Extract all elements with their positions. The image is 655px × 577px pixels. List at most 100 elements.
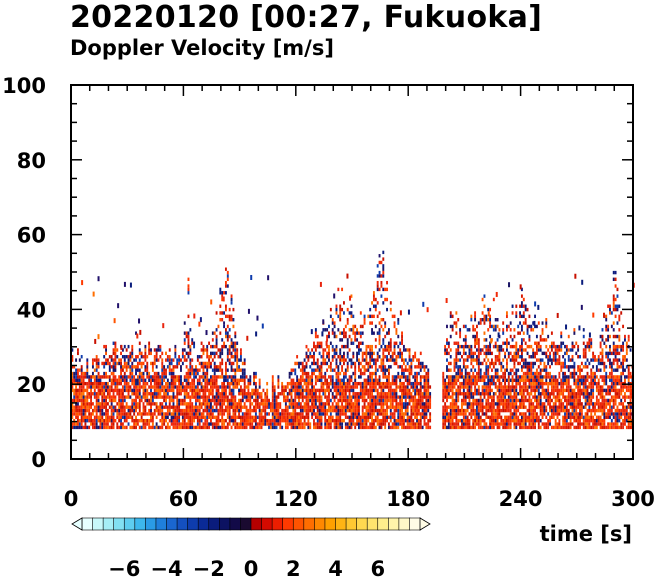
velocity-cell (97, 402, 100, 406)
velocity-cell (106, 425, 109, 430)
velocity-cell (298, 418, 300, 423)
velocity-cell (447, 395, 450, 399)
velocity-cell (183, 398, 186, 403)
velocity-cell (502, 425, 505, 430)
velocity-cell (254, 375, 257, 379)
velocity-cell (301, 425, 304, 430)
velocity-cell (387, 351, 390, 356)
velocity-cell (442, 381, 445, 386)
velocity-cell (406, 402, 409, 406)
velocity-cell (224, 280, 227, 285)
velocity-cell (138, 395, 141, 399)
velocity-cell (505, 425, 508, 430)
velocity-cell (565, 415, 568, 420)
velocity-cell (414, 415, 417, 420)
velocity-cell (305, 351, 308, 356)
velocity-cell (371, 371, 374, 376)
velocity-cell (236, 385, 239, 389)
velocity-cell (343, 398, 345, 403)
velocity-cell (444, 381, 447, 386)
velocity-cell (494, 385, 497, 389)
velocity-cell (470, 314, 473, 319)
velocity-cell (290, 425, 293, 430)
velocity-cell (337, 412, 340, 416)
velocity-cell (491, 358, 493, 362)
velocity-cell (120, 358, 122, 362)
velocity-cell (258, 402, 261, 406)
velocity-cell (224, 307, 227, 312)
velocity-cell (234, 341, 237, 345)
velocity-cell (341, 368, 344, 372)
velocity-cell (198, 398, 201, 403)
velocity-cell (524, 304, 527, 308)
velocity-cell (451, 425, 454, 430)
velocity-cell (202, 371, 205, 376)
velocity-cell (401, 405, 403, 409)
velocity-cell (136, 412, 139, 416)
velocity-cell (125, 395, 128, 399)
velocity-cell (524, 375, 527, 379)
velocity-cell (157, 408, 160, 413)
velocity-cell (314, 378, 317, 382)
velocity-cell (198, 381, 201, 386)
velocity-cell (228, 405, 231, 409)
velocity-cell (95, 358, 98, 362)
velocity-cell (243, 368, 246, 372)
velocity-cell (318, 344, 321, 349)
velocity-cell (247, 381, 250, 386)
velocity-cell (256, 395, 259, 399)
velocity-cell (399, 408, 402, 413)
velocity-cell (223, 422, 226, 426)
velocity-cell (249, 418, 252, 423)
velocity-cell (118, 415, 121, 420)
velocity-cell (459, 328, 462, 332)
velocity-cell (363, 381, 366, 386)
velocity-cell (462, 381, 465, 386)
velocity-cell (549, 371, 551, 376)
velocity-cell (153, 425, 156, 430)
velocity-cell (393, 395, 396, 399)
velocity-cell (380, 388, 383, 393)
velocity-cell (161, 371, 164, 376)
velocity-cell (198, 395, 201, 399)
velocity-cell (112, 358, 115, 362)
velocity-cell (543, 351, 546, 356)
velocity-cell (337, 381, 340, 386)
velocity-cell (232, 388, 235, 393)
velocity-cell (133, 358, 136, 362)
velocity-cell (502, 392, 505, 396)
velocity-cell (425, 392, 428, 396)
velocity-cell (451, 395, 454, 399)
velocity-cell (198, 402, 201, 406)
velocity-cell (210, 422, 212, 426)
velocity-cell (350, 395, 353, 399)
velocity-cell (271, 378, 274, 382)
velocity-cell (328, 415, 330, 420)
velocity-cell (470, 395, 473, 399)
velocity-cell (238, 398, 241, 403)
velocity-cell (569, 358, 572, 362)
velocity-cell (485, 365, 488, 369)
velocity-cell (84, 402, 87, 406)
velocity-cell (564, 375, 566, 379)
velocity-cell (339, 311, 342, 315)
velocity-cell (110, 388, 113, 393)
velocity-cell (144, 385, 147, 389)
velocity-cell (254, 381, 257, 386)
velocity-cell (468, 405, 471, 409)
velocity-cell (217, 368, 220, 372)
velocity-cell (371, 402, 374, 406)
velocity-cell (105, 415, 107, 420)
velocity-cell (372, 378, 375, 382)
velocity-cell (303, 408, 306, 413)
velocity-cell (350, 388, 353, 393)
velocity-cell (219, 408, 222, 413)
velocity-cell (247, 378, 250, 382)
velocity-cell (125, 368, 128, 372)
velocity-cell (344, 408, 347, 413)
velocity-cell (446, 395, 448, 399)
velocity-cell (142, 408, 145, 413)
velocity-cell (224, 314, 227, 319)
velocity-cell (341, 402, 344, 406)
velocity-cell (228, 358, 231, 362)
